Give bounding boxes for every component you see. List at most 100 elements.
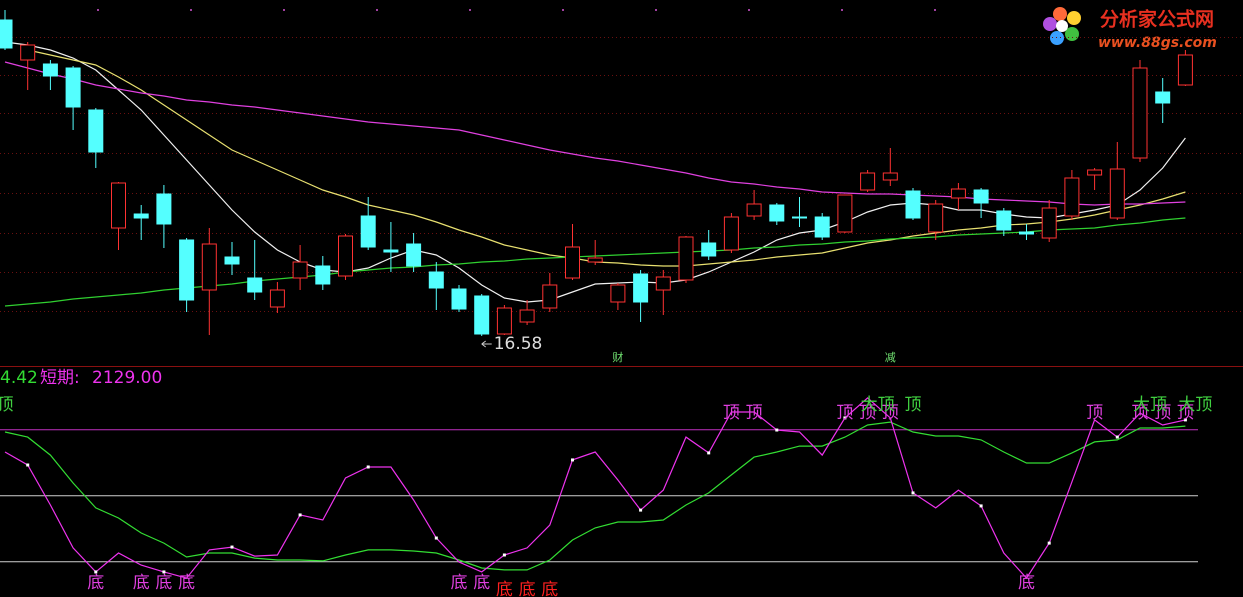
signal-label: 顶 [859, 403, 876, 423]
candle-body [928, 203, 944, 233]
candle-body [360, 215, 376, 248]
low-arrow-head [481, 340, 486, 348]
event-marker: 财 [612, 350, 623, 364]
signal-label: 顶 [746, 403, 763, 423]
signal-label: 底 [155, 573, 172, 593]
signal-label: 底 [519, 580, 536, 597]
candle-body [179, 239, 195, 301]
panel-dot [841, 9, 843, 11]
candle-body [156, 193, 172, 225]
candle-body [519, 309, 535, 323]
signal-label: 底 [473, 573, 490, 593]
logo-url: www.88gs.com [1098, 35, 1217, 51]
candle-body [837, 194, 853, 233]
panel-dot [376, 9, 378, 11]
indicator-dot [571, 458, 574, 462]
candle-body [247, 277, 263, 293]
indicator-dot [434, 536, 438, 540]
candle-body [338, 235, 353, 277]
candle-body [1041, 207, 1057, 239]
candle-body [678, 236, 694, 281]
candle-body [65, 67, 81, 108]
moving-average [4, 61, 1186, 206]
candle-body [474, 295, 490, 335]
candle-body [587, 257, 603, 263]
indicator-dot [26, 463, 30, 467]
logo-name: 分析家公式网 [1100, 8, 1214, 31]
signal-label: 底 [541, 580, 558, 597]
candle-body [565, 246, 580, 279]
candle-body [315, 265, 331, 285]
indicator-dot [230, 545, 234, 549]
signal-label: 顶 [0, 395, 14, 415]
signal-label: 大顶 [1133, 395, 1167, 415]
signal-label: 顶 [905, 395, 922, 415]
candle-body [111, 182, 126, 229]
candle-body [905, 190, 921, 219]
candle-body [1177, 54, 1193, 86]
candle-body [633, 273, 649, 303]
signal-label: 顶 [1132, 403, 1149, 423]
indicator-dot [639, 508, 643, 512]
candle-body [133, 213, 149, 219]
candle-body [88, 109, 104, 153]
indicator-dot [298, 513, 302, 517]
candle-body [746, 203, 762, 217]
logo-petal [1043, 17, 1057, 31]
panel-dot [655, 9, 657, 11]
moving-average [27, 49, 1186, 267]
candle-body [973, 189, 989, 204]
indicator-dot [1115, 435, 1119, 439]
candle-body [1109, 168, 1125, 219]
signal-label: 底 [178, 573, 195, 593]
candle-body [1019, 231, 1034, 235]
candle-body [406, 243, 422, 267]
candle-body [383, 249, 399, 253]
panel-dot [469, 9, 471, 11]
indicator-dot [1183, 418, 1187, 422]
panel-dot [190, 9, 192, 11]
signal-label: 底 [496, 580, 513, 597]
candle-body [769, 204, 785, 222]
indicator-dot [775, 428, 779, 432]
indicator-dot [162, 570, 166, 574]
candle-body [610, 284, 626, 303]
candle-body [996, 210, 1012, 231]
logo-petal [1053, 7, 1067, 21]
logo-center [1056, 20, 1068, 32]
indicator-dot [843, 416, 847, 420]
candle-body [496, 307, 512, 335]
indicator-line [4, 397, 1186, 580]
candle-body [792, 216, 807, 219]
signal-label: 顶 [1086, 403, 1103, 423]
panel-dot [934, 9, 936, 11]
panel-dot [283, 9, 285, 11]
indicator-dot [979, 504, 983, 508]
candle-body [20, 44, 36, 61]
candle-body [201, 243, 217, 291]
candle-body [428, 271, 444, 289]
signal-label: 大顶 [1178, 395, 1212, 415]
header-long-value: 4.42 [0, 368, 38, 388]
signal-label: 顶 [836, 403, 853, 423]
candle-body [1155, 91, 1171, 104]
indicator-dot [911, 491, 915, 495]
signal-label: 顶 [882, 403, 899, 423]
indicator-dot [707, 451, 711, 455]
logo-petal [1067, 11, 1081, 25]
indicator-dot [1047, 541, 1051, 545]
candle-body [1132, 67, 1148, 159]
logo: 分析家公式网 www.88gs.com [1043, 7, 1217, 51]
candle-body [701, 242, 717, 257]
candle-body [1064, 177, 1080, 217]
candle-body [860, 172, 876, 191]
candle-body [1087, 169, 1103, 176]
event-marker: 减 [885, 351, 896, 364]
low-price-label: 16.58 [494, 334, 543, 354]
header-short-value: 2129.00 [92, 368, 162, 388]
candle-body [292, 261, 308, 279]
candle-body [950, 188, 966, 199]
indicator-dot [94, 570, 98, 574]
candle-body [882, 172, 898, 181]
